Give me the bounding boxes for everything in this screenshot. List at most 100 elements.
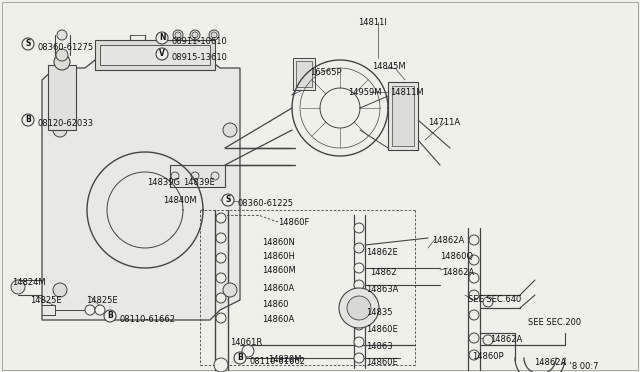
Circle shape xyxy=(216,313,226,323)
Text: 14860A: 14860A xyxy=(262,315,294,324)
Circle shape xyxy=(53,283,67,297)
Circle shape xyxy=(175,32,181,38)
Circle shape xyxy=(214,358,228,372)
Text: 14920M: 14920M xyxy=(268,355,301,364)
Circle shape xyxy=(354,263,364,273)
Circle shape xyxy=(95,305,105,315)
Text: S: S xyxy=(26,39,31,48)
Circle shape xyxy=(57,30,67,40)
Circle shape xyxy=(354,280,364,290)
Circle shape xyxy=(104,310,116,322)
Bar xyxy=(388,82,418,150)
Circle shape xyxy=(56,49,68,61)
Text: SEE SEC.200: SEE SEC.200 xyxy=(528,318,581,327)
Circle shape xyxy=(216,213,226,223)
Text: 14862A: 14862A xyxy=(432,236,464,245)
Circle shape xyxy=(54,54,70,70)
Text: 14862A: 14862A xyxy=(534,358,566,367)
Polygon shape xyxy=(42,50,240,320)
Circle shape xyxy=(192,32,198,38)
Circle shape xyxy=(156,48,168,60)
Text: 14860H: 14860H xyxy=(262,252,295,261)
Bar xyxy=(170,165,225,187)
Text: 16565P: 16565P xyxy=(310,68,342,77)
Circle shape xyxy=(234,352,246,364)
Text: 14860N: 14860N xyxy=(262,238,295,247)
Text: 08911-10610: 08911-10610 xyxy=(171,38,227,46)
Text: 14825E: 14825E xyxy=(30,296,61,305)
Circle shape xyxy=(222,194,234,206)
Circle shape xyxy=(156,32,168,44)
Circle shape xyxy=(190,30,200,40)
Circle shape xyxy=(469,273,479,283)
Circle shape xyxy=(242,345,254,357)
Circle shape xyxy=(469,333,479,343)
Circle shape xyxy=(483,297,493,307)
Text: B: B xyxy=(237,353,243,362)
Text: B: B xyxy=(107,311,113,321)
Circle shape xyxy=(469,310,479,320)
Text: 14824M: 14824M xyxy=(12,278,45,287)
Text: 08120-62033: 08120-62033 xyxy=(37,119,93,128)
Text: 14959M: 14959M xyxy=(348,88,381,97)
Circle shape xyxy=(22,38,34,50)
Circle shape xyxy=(85,305,95,315)
Text: 08360-61225: 08360-61225 xyxy=(237,199,293,208)
Text: S: S xyxy=(225,196,230,205)
Circle shape xyxy=(171,172,179,180)
Circle shape xyxy=(223,283,237,297)
Text: 08110-61662: 08110-61662 xyxy=(249,357,305,366)
Bar xyxy=(95,40,215,70)
Text: ^ '8 00:7: ^ '8 00:7 xyxy=(560,362,598,371)
Text: 08915-13610: 08915-13610 xyxy=(171,54,227,62)
Circle shape xyxy=(339,288,379,328)
Circle shape xyxy=(22,114,34,126)
Circle shape xyxy=(216,253,226,263)
Text: 14811M: 14811M xyxy=(390,88,424,97)
Circle shape xyxy=(53,123,67,137)
Text: N: N xyxy=(159,33,165,42)
Text: 14860: 14860 xyxy=(262,300,289,309)
Circle shape xyxy=(354,353,364,363)
Circle shape xyxy=(173,30,183,40)
Circle shape xyxy=(216,293,226,303)
Text: 14862: 14862 xyxy=(370,268,397,277)
Bar xyxy=(293,58,315,90)
Circle shape xyxy=(483,335,493,345)
Bar xyxy=(48,65,76,130)
Circle shape xyxy=(209,30,219,40)
Circle shape xyxy=(191,172,199,180)
Circle shape xyxy=(354,337,364,347)
Circle shape xyxy=(211,172,219,180)
Circle shape xyxy=(354,320,364,330)
Text: 14840M: 14840M xyxy=(163,196,196,205)
Circle shape xyxy=(216,233,226,243)
Text: 14845M: 14845M xyxy=(372,62,406,71)
Text: 08360-61275: 08360-61275 xyxy=(37,44,93,52)
Bar xyxy=(392,86,414,146)
Circle shape xyxy=(11,280,25,294)
Bar xyxy=(100,45,210,65)
Circle shape xyxy=(211,32,217,38)
Text: 14862A: 14862A xyxy=(490,335,522,344)
Circle shape xyxy=(347,296,371,320)
Text: 14860E: 14860E xyxy=(366,325,397,334)
Text: 14860Q: 14860Q xyxy=(440,252,473,261)
Circle shape xyxy=(469,235,479,245)
Text: 14863: 14863 xyxy=(366,342,392,351)
Circle shape xyxy=(469,290,479,300)
Circle shape xyxy=(354,303,364,313)
Text: 14711A: 14711A xyxy=(428,118,460,127)
Text: 14839E: 14839E xyxy=(183,178,215,187)
Circle shape xyxy=(354,223,364,233)
Circle shape xyxy=(469,350,479,360)
Text: 14862E: 14862E xyxy=(366,248,397,257)
Text: SEE SEC.640: SEE SEC.640 xyxy=(468,295,521,304)
Text: 14061R: 14061R xyxy=(230,338,262,347)
Text: 14860P: 14860P xyxy=(472,352,504,361)
Text: 14860M: 14860M xyxy=(262,266,296,275)
Text: B: B xyxy=(25,115,31,125)
Circle shape xyxy=(469,255,479,265)
Text: 14839G: 14839G xyxy=(147,178,180,187)
Text: 14862A: 14862A xyxy=(442,268,474,277)
